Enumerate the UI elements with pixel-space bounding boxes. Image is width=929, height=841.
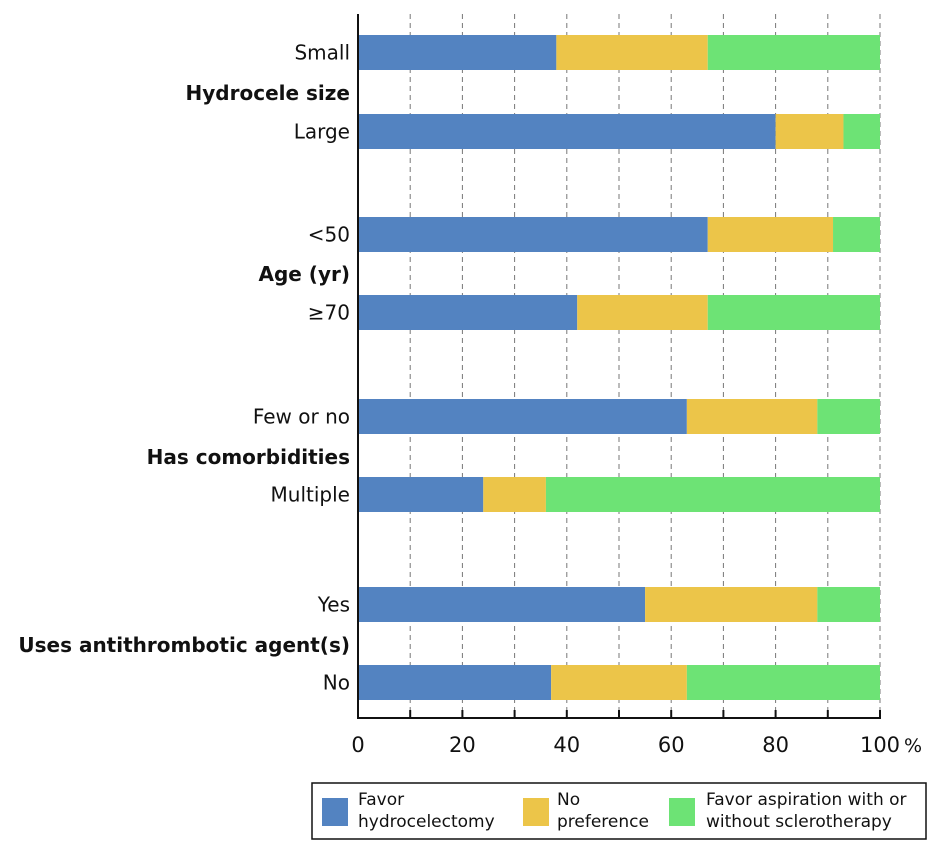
bar-segment [358, 295, 578, 330]
legend-label: Favor aspiration with or [706, 790, 907, 810]
category-label: No [323, 671, 350, 695]
bar-segment [483, 477, 546, 512]
legend-swatch [669, 798, 695, 826]
bar-segment [358, 587, 646, 622]
group-label: Hydrocele size [186, 81, 350, 105]
category-labels: Small Large <50 ≥70 Few or no Multiple Yes No Hy… [18, 41, 350, 695]
bar-segment [556, 35, 708, 70]
bar-segment [707, 295, 880, 330]
bar-segment [686, 399, 818, 434]
x-tick-label: 100 [860, 733, 900, 757]
bar-segment [358, 477, 484, 512]
bar-segment [358, 399, 687, 434]
bar-segment [645, 587, 818, 622]
legend-label: without sclerotherapy [706, 812, 892, 832]
legend-label: Favor [358, 790, 404, 810]
bar-segment [551, 665, 687, 700]
category-label: Multiple [271, 483, 350, 507]
bar-segment [833, 217, 880, 252]
bar-segment [707, 217, 834, 252]
x-tick-label: 60 [658, 733, 685, 757]
category-label: Yes [317, 593, 350, 617]
legend-label: No [557, 790, 580, 810]
x-tick-label: 0 [351, 733, 364, 757]
bar-segment [775, 114, 844, 149]
legend-label: hydrocelectomy [358, 812, 495, 832]
legend-box [311, 782, 927, 840]
legend-swatch [523, 798, 549, 826]
bar-segment [358, 114, 776, 149]
legend-swatch [322, 798, 348, 826]
bar-segment [843, 114, 880, 149]
x-tick-label: 80 [762, 733, 789, 757]
x-tick-label: 40 [553, 733, 580, 757]
axes [357, 14, 881, 719]
bar-segment [817, 399, 880, 434]
legend-label: preference [557, 812, 649, 832]
bar-segment [358, 35, 557, 70]
bar-segment [577, 295, 708, 330]
x-unit-label: % [904, 735, 922, 757]
category-label: ≥70 [308, 301, 350, 325]
bars [358, 35, 880, 700]
bar-segment [707, 35, 880, 70]
x-tick-label: 20 [449, 733, 476, 757]
bar-segment [817, 587, 880, 622]
category-label: Large [294, 120, 350, 144]
category-label: Few or no [253, 405, 350, 429]
bar-segment [686, 665, 880, 700]
x-ticks: 0 20 40 60 80 100% [351, 733, 922, 757]
category-label: Small [294, 41, 350, 65]
category-label: <50 [308, 223, 350, 247]
group-label: Age (yr) [258, 262, 350, 286]
bar-segment [545, 477, 880, 512]
bar-segment [358, 665, 552, 700]
group-label: Has comorbidities [147, 445, 350, 469]
group-label: Uses antithrombotic agent(s) [18, 633, 350, 657]
bar-segment [358, 217, 708, 252]
